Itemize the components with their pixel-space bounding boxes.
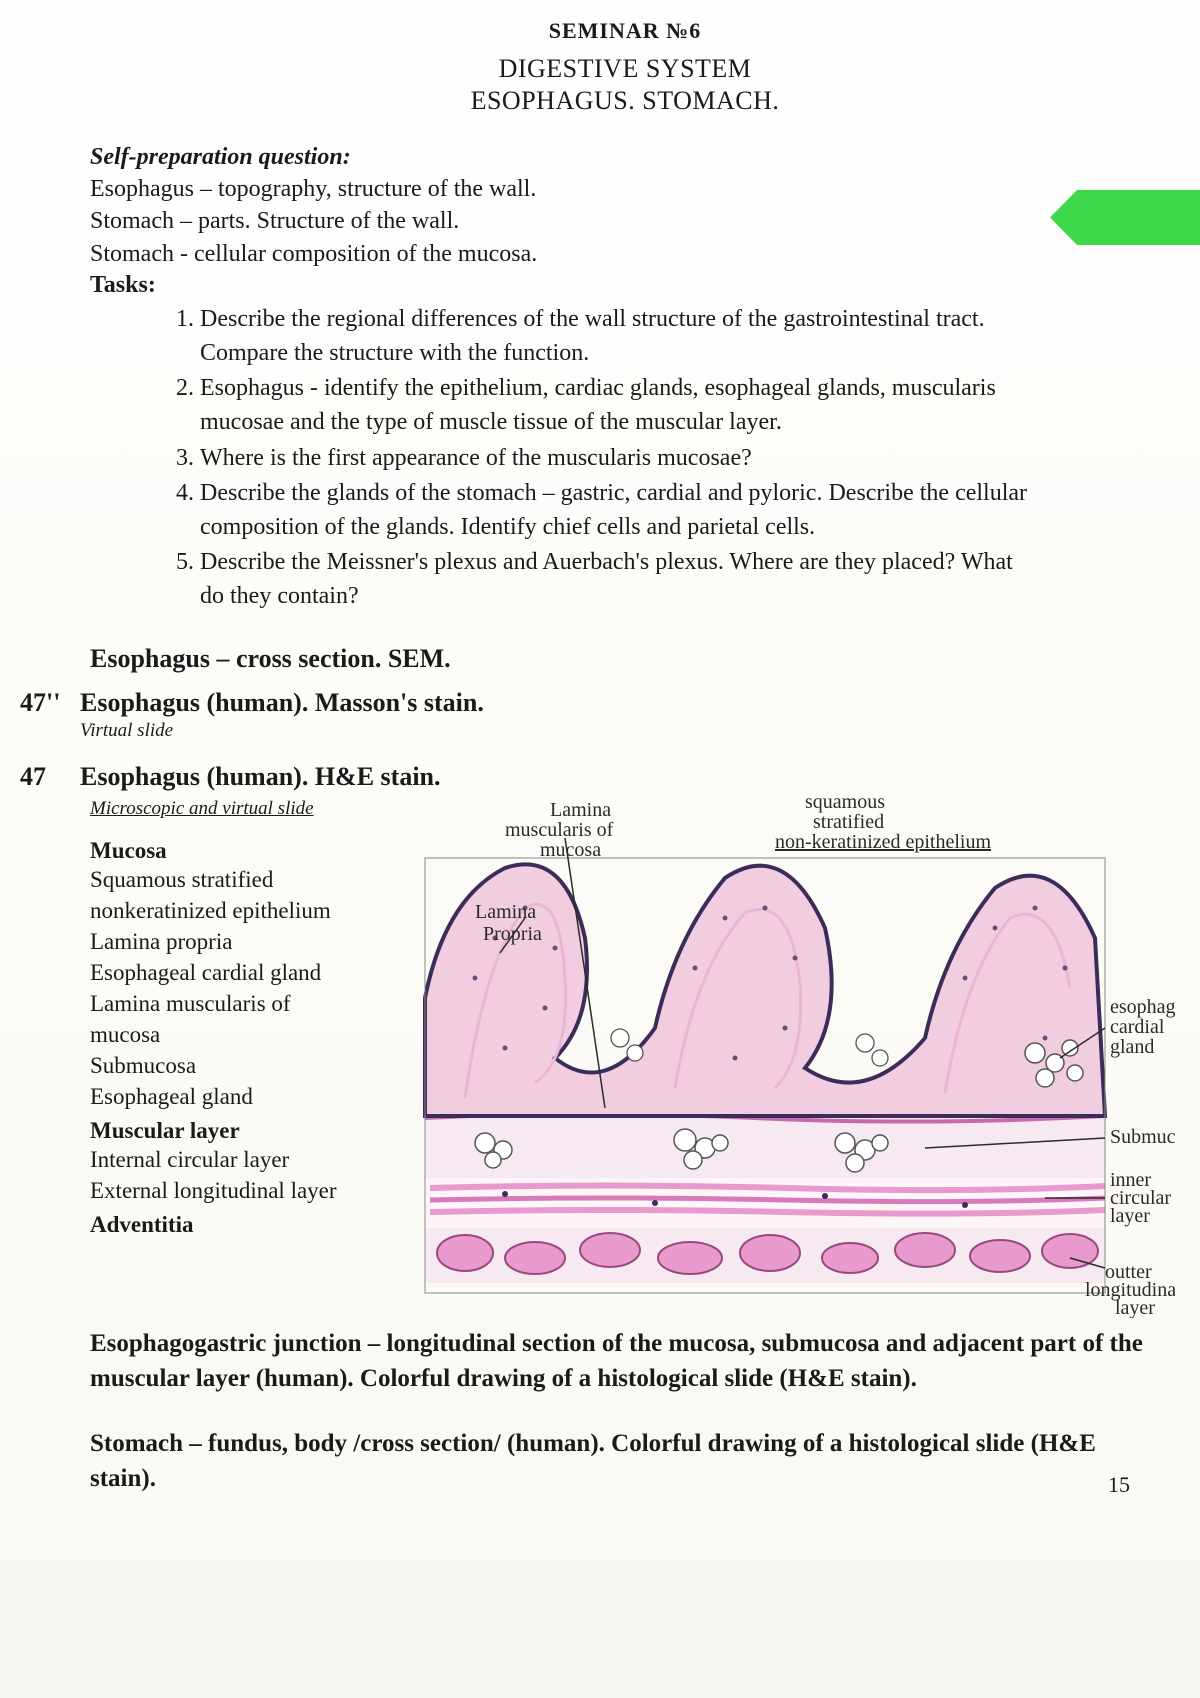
slide-47-row: 47 Esophagus (human). H&E stain. [90, 762, 1160, 792]
submucosa-layer [425, 1118, 1105, 1178]
layer-item: mucosa [90, 1019, 395, 1050]
slide-note: Virtual slide [80, 720, 484, 742]
highlighter-mark [1050, 190, 1200, 245]
slide-title: Esophagus (human). Masson's stain. [80, 688, 484, 718]
adventitia-heading: Adventitia [90, 1212, 395, 1238]
slide-title: Esophagus (human). H&E stain. [80, 762, 1160, 792]
task-item: Where is the first appearance of the mus… [200, 442, 1160, 476]
layer-item: Esophageal gland [90, 1081, 395, 1112]
mucosa-heading: Mucosa [90, 838, 395, 864]
layer-item: External longitudinal layer [90, 1175, 395, 1206]
tasks-heading: Tasks: [90, 272, 1160, 299]
final-paragraph-2: Stomach – fundus, body /cross section/ (… [90, 1426, 1160, 1496]
layer-item: Lamina muscularis of [90, 988, 395, 1019]
esophagus-diagram: Lamina muscularis of mucosa Lamina Propr… [405, 798, 1175, 1318]
layer-list: Microscopic and virtual slide Mucosa Squ… [90, 798, 395, 1238]
task-item: Describe the regional differences of the… [200, 303, 1160, 370]
layer-item: Squamous stratified [90, 864, 395, 895]
label-inner-circular: inner circular layer [1110, 1169, 1175, 1227]
label-lamina-propria: Lamina Propria [475, 901, 542, 945]
self-prep-heading: Self-preparation question: [90, 144, 1160, 171]
page-number: 15 [1108, 1472, 1130, 1498]
layer-item: Internal circular layer [90, 1144, 395, 1175]
slide-47pp-row: 47'' Esophagus (human). Masson's stain. … [90, 688, 1160, 742]
seminar-number: SEMINAR №6 [90, 18, 1160, 44]
final-paragraph-1: Esophagogastric junction – longitudinal … [90, 1326, 1160, 1396]
prep-line: Esophagus – topography, structure of the… [90, 173, 1160, 205]
layer-item: Lamina propria [90, 926, 395, 957]
diagram-svg: Lamina muscularis of mucosa Lamina Propr… [405, 798, 1175, 1318]
task-item: Describe the Meissner's plexus and Auerb… [200, 546, 1160, 613]
layer-item: Submucosa [90, 1050, 395, 1081]
slide-number: 47'' [20, 688, 80, 718]
label-lamina-musc: Lamina muscularis of mucosa [505, 799, 618, 861]
prep-line: Stomach – parts. Structure of the wall. [90, 205, 1160, 237]
slide-note: Microscopic and virtual slide [90, 798, 395, 820]
section-cross-section: Esophagus – cross section. SEM. [90, 644, 1160, 674]
slide-47-content: Microscopic and virtual slide Mucosa Squ… [90, 798, 1160, 1318]
label-esoph-cardial: esophageal cardial gland [1110, 996, 1175, 1058]
tasks-list: Describe the regional differences of the… [90, 303, 1160, 613]
prep-line: Stomach - cellular composition of the mu… [90, 238, 1160, 270]
title-line-1: DIGESTIVE SYSTEM [90, 54, 1160, 84]
outer-longitudinal-layer [425, 1228, 1105, 1283]
inner-circular-layer [425, 1178, 1105, 1226]
task-item: Describe the glands of the stomach – gas… [200, 477, 1160, 544]
muscular-heading: Muscular layer [90, 1118, 395, 1144]
layer-item: nonkeratinized epithelium [90, 895, 395, 926]
task-item: Esophagus - identify the epithelium, car… [200, 372, 1160, 439]
label-squamous: squamous stratified non-keratinized epit… [775, 798, 991, 853]
document-page: SEMINAR №6 DIGESTIVE SYSTEM ESOPHAGUS. S… [0, 0, 1200, 1698]
slide-number: 47 [20, 762, 80, 792]
layer-item: Esophageal cardial gland [90, 957, 395, 988]
label-submucosa: Submucosa [1110, 1126, 1175, 1148]
title-line-2: ESOPHAGUS. STOMACH. [90, 86, 1160, 116]
